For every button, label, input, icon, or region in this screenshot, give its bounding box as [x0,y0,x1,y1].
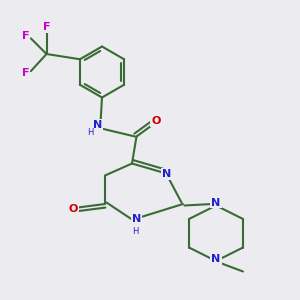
Text: O: O [151,116,161,127]
Text: H: H [132,226,138,236]
Text: N: N [212,197,220,208]
Text: N: N [93,119,102,130]
Text: F: F [22,68,29,79]
Text: F: F [22,31,29,41]
Text: O: O [69,203,78,214]
Text: F: F [43,22,50,32]
Text: H: H [87,128,94,137]
Text: N: N [212,254,220,265]
Text: N: N [162,169,171,179]
Text: N: N [132,214,141,224]
